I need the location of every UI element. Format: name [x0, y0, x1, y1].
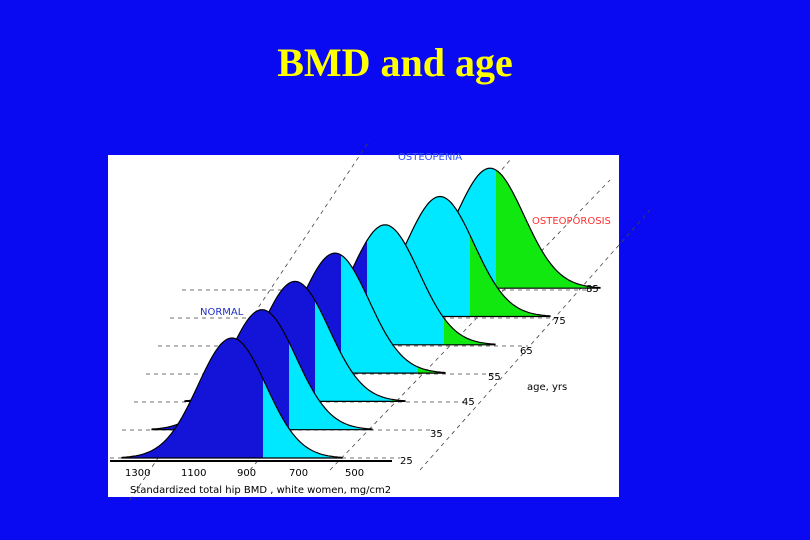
bmd-label: 900 [237, 468, 256, 479]
bmd-label: 500 [345, 468, 364, 479]
age-label: 75 [553, 316, 566, 327]
age-label: 55 [488, 372, 501, 383]
bmd-label: 1100 [181, 468, 206, 479]
age-label: 65 [520, 346, 533, 357]
osteoporosis-area [418, 367, 445, 374]
slide-title: BMD and age [277, 40, 513, 85]
osteopenia-area [341, 255, 445, 374]
age-axis-label: age, yrs [527, 382, 567, 393]
osteoporosis-label: OSTEOPOROSIS [532, 216, 611, 227]
osteopenia-area [315, 300, 405, 402]
x-axis-label: Standardized total hip BMD , white women… [130, 485, 391, 496]
bmd-label: 700 [289, 468, 308, 479]
guide-line [329, 179, 611, 471]
age-label: 25 [400, 456, 413, 467]
osteoporosis-area [444, 318, 495, 345]
osteoporosis-area [470, 235, 550, 317]
curve-group [110, 139, 651, 501]
osteopenia-area [367, 224, 495, 345]
age-label: 35 [430, 429, 443, 440]
osteopenia-area [289, 342, 372, 430]
age-label: 85 [586, 284, 599, 295]
osteoporosis-area [496, 170, 600, 289]
guide-line [419, 209, 651, 471]
age-labels: 85 75 65 55 45 35 25 [400, 284, 599, 467]
bmd-labels: 1300 1100 900 700 500 [125, 468, 364, 479]
normal-label: NORMAL [200, 307, 244, 318]
osteopenia-label: OSTEOPENIA [398, 152, 462, 163]
bmd-label: 1300 [125, 468, 150, 479]
age-label: 45 [462, 397, 475, 408]
osteopenia-area [263, 378, 342, 458]
curve-outline [121, 337, 343, 459]
